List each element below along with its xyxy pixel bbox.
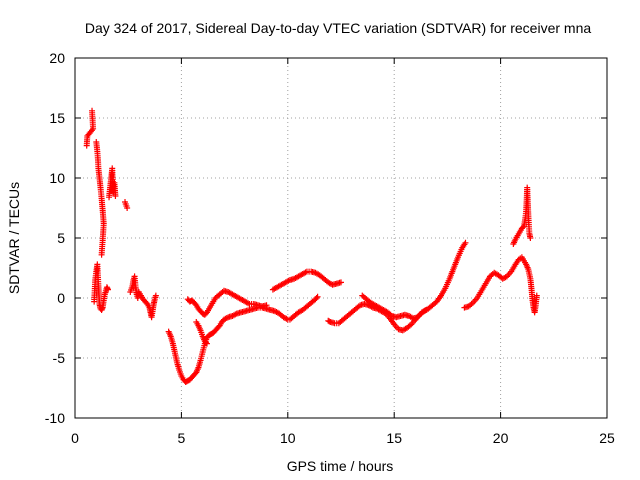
data-point: [527, 235, 534, 241]
data-point: [338, 279, 344, 286]
data-point: [104, 286, 111, 293]
data-point: [152, 292, 159, 299]
data-point: [263, 302, 270, 309]
data-point: [519, 224, 526, 231]
data-point: [89, 107, 96, 114]
x-tick-label: 10: [280, 430, 296, 446]
chart-title: Day 324 of 2017, Sidereal Day-to-day VTE…: [85, 20, 591, 36]
y-tick-label: 20: [49, 50, 65, 66]
data-point: [423, 307, 430, 313]
data-point: [98, 251, 105, 258]
y-axis-label: SDTVAR / TECUs: [6, 182, 22, 294]
x-tick-label: 15: [386, 430, 402, 446]
y-tick-label: 5: [57, 230, 65, 246]
x-axis-label: GPS time / hours: [287, 458, 394, 474]
x-tick-label: 0: [71, 430, 79, 446]
x-tick-label: 25: [599, 430, 615, 446]
y-tick-label: 15: [49, 110, 65, 126]
axis-ticks: 0 5 10 15 20 25 -10 -5 0 5 10 15 20: [45, 50, 615, 446]
x-tick-label: 20: [493, 430, 509, 446]
y-tick-label: 10: [49, 170, 65, 186]
data-point: [112, 193, 119, 199]
data-point: [533, 292, 540, 299]
x-tick-label: 5: [178, 430, 186, 446]
data-point: [203, 340, 210, 347]
data-series-sdtvar: [83, 107, 540, 385]
y-tick-label: -10: [45, 410, 65, 426]
data-point: [202, 339, 209, 346]
data-point: [313, 295, 320, 301]
data-point: [124, 205, 131, 211]
y-tick-label: -5: [53, 350, 66, 366]
grid-lines: [75, 58, 607, 418]
data-point: [462, 239, 469, 246]
y-tick-label: 0: [57, 290, 65, 306]
data-point: [314, 293, 321, 300]
